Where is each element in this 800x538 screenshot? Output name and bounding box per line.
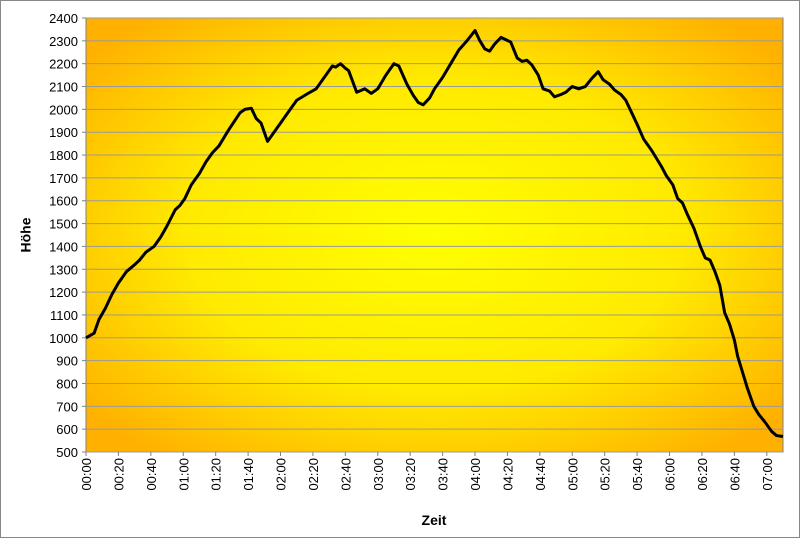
x-tick-label: 01:40	[241, 458, 256, 491]
y-tick-label: 2400	[49, 11, 78, 26]
x-tick-label: 06:40	[727, 458, 742, 491]
x-tick-label: 05:00	[565, 458, 580, 491]
x-tick-label: 00:40	[144, 458, 159, 491]
x-tick-label: 05:20	[598, 458, 613, 491]
y-tick-label: 2300	[49, 34, 78, 49]
x-tick-label: 03:00	[371, 458, 386, 491]
x-tick-label: 04:40	[533, 458, 548, 491]
x-tick-label: 02:00	[274, 458, 289, 491]
x-tick-label: 05:40	[630, 458, 645, 491]
x-tick-label: 01:20	[209, 458, 224, 491]
x-axis-title: Zeit	[422, 512, 447, 528]
plot-area	[85, 17, 784, 453]
x-tick-label: 04:00	[468, 458, 483, 491]
y-tick-label: 1100	[50, 308, 78, 323]
y-tick-label: 700	[56, 399, 78, 414]
y-tick-label: 2200	[49, 57, 78, 72]
x-tick-label: 06:20	[695, 458, 710, 491]
x-tick-label: 04:20	[500, 458, 515, 491]
x-tick-label: 02:20	[306, 458, 321, 491]
y-tick-label: 1400	[49, 239, 78, 254]
line-series	[85, 29, 784, 438]
y-tick-label: 1800	[49, 148, 78, 163]
y-tick-label: 1600	[49, 194, 78, 209]
y-tick-label: 2100	[49, 80, 78, 95]
x-tick-label: 01:00	[176, 458, 191, 491]
y-tick-label: 1200	[49, 285, 78, 300]
y-tick-label: 1900	[49, 125, 78, 140]
y-tick-label: 500	[56, 445, 78, 460]
x-tick-label: 03:40	[436, 458, 451, 491]
x-tick-label: 00:20	[111, 458, 126, 491]
x-tick-label: 07:00	[760, 458, 775, 491]
x-tick-label: 00:00	[79, 458, 94, 491]
x-tick-label: 03:20	[403, 458, 418, 491]
y-tick-label: 1000	[49, 331, 78, 346]
x-tick-label: 06:00	[663, 458, 678, 491]
y-tick-label: 1300	[49, 262, 78, 277]
y-tick-label: 1700	[49, 171, 78, 186]
y-tick-label: 600	[56, 422, 78, 437]
y-tick-label: 1500	[49, 217, 78, 232]
y-axis-title: Höhe	[18, 217, 34, 252]
x-tick-label: 02:40	[338, 458, 353, 491]
y-tick-label: 800	[56, 376, 78, 391]
y-tick-label: 2000	[49, 102, 78, 117]
y-tick-label: 900	[56, 354, 78, 369]
